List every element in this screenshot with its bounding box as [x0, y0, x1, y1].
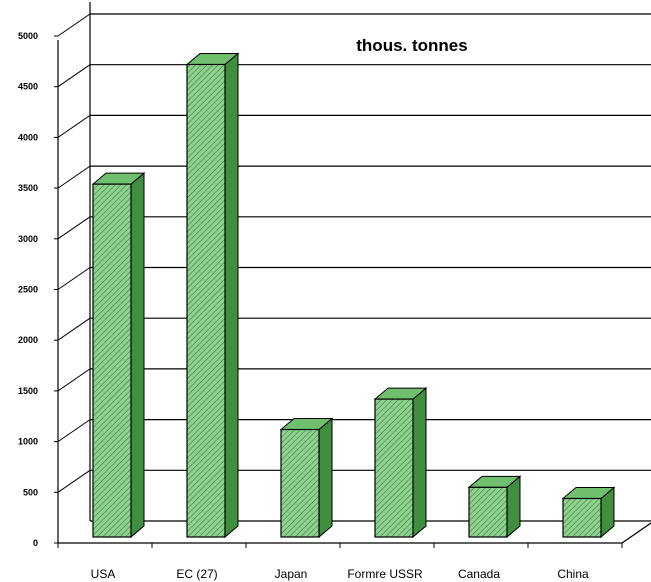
gridline-wall: [57, 469, 91, 493]
gridline-wall: [57, 216, 91, 240]
x-category-label: USA: [91, 567, 116, 581]
bar: [91, 172, 146, 539]
y-tick-label: 0: [33, 538, 38, 548]
bar-side: [318, 417, 333, 539]
y-tick-label: 1000: [18, 437, 38, 447]
bar-front: [186, 63, 226, 538]
bar: [373, 387, 428, 539]
y-tick-label: 2000: [18, 335, 38, 345]
y-tick-label: 1500: [18, 386, 38, 396]
bar: [279, 417, 334, 539]
gridline-wall: [57, 64, 91, 88]
gridline-wall: [57, 13, 91, 37]
y-tick-label: 2500: [18, 285, 38, 295]
floor-right-edge: [621, 522, 651, 544]
bar: [467, 475, 522, 539]
bar-front: [562, 497, 602, 538]
y-tick-label: 500: [23, 487, 38, 497]
gridline-wall: [57, 114, 91, 138]
bar: [185, 52, 240, 539]
bar: [561, 486, 616, 539]
bar-side: [224, 52, 239, 539]
chart-title: thous. tonnes: [356, 36, 467, 55]
y-tick-label: 3000: [18, 234, 38, 244]
bar-front: [92, 183, 132, 538]
x-category-label: Japan: [275, 567, 308, 581]
x-category-label: China: [557, 567, 589, 581]
gridline-wall: [57, 317, 91, 341]
x-category-label: Canada: [458, 567, 500, 581]
bar-side: [412, 387, 427, 539]
gridline-wall: [57, 419, 91, 443]
y-tick-label: 5000: [18, 31, 38, 41]
gridline-wall: [57, 267, 91, 290]
y-tick-label: 3500: [18, 183, 38, 193]
bar-front: [374, 398, 414, 538]
bar-front: [468, 486, 508, 538]
x-category-label: EC (27): [176, 567, 217, 581]
gridline-wall: [57, 165, 91, 189]
x-category-label: Formre USSR: [347, 567, 423, 581]
gridline-wall: [57, 368, 91, 392]
y-tick-label: 4500: [18, 82, 38, 92]
y-tick-label: 4000: [18, 132, 38, 142]
bar-front: [280, 428, 320, 538]
bar-side: [130, 172, 145, 539]
